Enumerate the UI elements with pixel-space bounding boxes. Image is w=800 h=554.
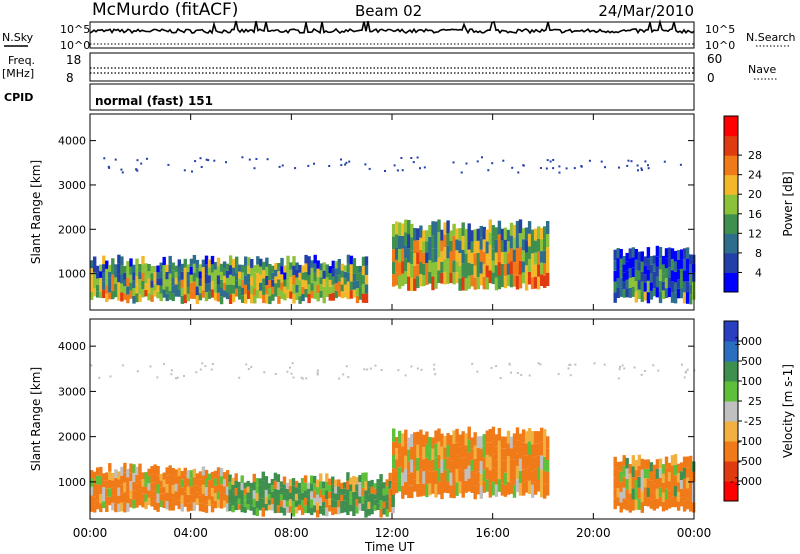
colorbar: -1000 -500 -100 -25 25 100 500 1000 Velocity [m … <box>723 320 795 502</box>
y-tick-label: 1000 <box>58 268 86 281</box>
x-tick-label: 16:00 <box>475 526 510 540</box>
data-bands <box>90 219 696 305</box>
colorbar-label: Power [dB] <box>781 171 795 236</box>
colorbar-segment <box>724 461 738 482</box>
x-tick-label: 08:00 <box>274 526 309 540</box>
y-tick-label: 3000 <box>58 385 86 398</box>
data-bands <box>90 426 696 518</box>
y-axis-label: Slant Range [km] <box>29 160 43 264</box>
x-tick-label: 04:00 <box>173 526 208 540</box>
y-tick-label: 3000 <box>58 179 86 192</box>
y-tick-label: 4000 <box>58 135 86 148</box>
velocity-panel: 1000 2000 3000 4000 Slant Range [km] 00:00 04:… <box>29 318 795 540</box>
colorbar-tick-label: 4 <box>755 266 762 279</box>
cpid-text: normal (fast) 151 <box>95 94 213 108</box>
colorbar-tick-label: 12 <box>748 227 762 240</box>
x-tick-label: 12:00 <box>375 526 410 540</box>
colorbar-segment <box>724 135 738 156</box>
colorbar-segment <box>724 401 738 422</box>
y-tick-label: 4000 <box>58 340 86 353</box>
data-band-1 <box>392 219 550 291</box>
y-tick-label: 2000 <box>58 223 86 236</box>
colorbar-tick-label: -1000 <box>730 475 762 488</box>
colorbar-segment <box>724 341 738 362</box>
nave-tick-bottom: 0 <box>707 71 715 85</box>
nsky-panel-frame <box>89 21 695 49</box>
y-tick-label: 1000 <box>58 476 86 489</box>
colorbar-segment <box>724 194 738 215</box>
freq-tick-top: 18 <box>66 53 81 67</box>
colorbar-segment <box>724 361 738 382</box>
data-band-2 <box>392 426 550 500</box>
data-band-0 <box>90 462 230 513</box>
nsky-line <box>89 19 695 35</box>
cpid-panel-frame <box>89 83 695 111</box>
scatter-echoes <box>90 362 696 380</box>
y-tick-label: 2000 <box>58 431 86 444</box>
colorbar-segment <box>724 213 738 234</box>
colorbar-tick-label: -100 <box>737 435 762 448</box>
colorbar-tick-label: 24 <box>748 169 762 182</box>
station-title: McMurdo (fitACF) <box>92 0 238 20</box>
colorbar-segment <box>724 421 738 442</box>
colorbar-tick-label: 25 <box>748 395 762 408</box>
colorbar-frame <box>723 115 739 293</box>
colorbar-frame <box>723 320 739 502</box>
nsearch-tick-top: 10^5 <box>705 23 735 36</box>
power-panel: 1000 2000 3000 4000 Slant Range [km] 4 8 12 16 20… <box>29 113 795 311</box>
x-tick-label: 00:00 <box>677 526 712 540</box>
colorbar-tick-label: 8 <box>755 247 762 260</box>
colorbar-segment <box>724 441 738 462</box>
cpid-label: CPID <box>4 91 33 104</box>
colorbar: 4 8 12 16 20 24 28 Power [dB] <box>723 115 795 293</box>
colorbar-label: Velocity [m s-1] <box>781 364 795 458</box>
nsky-tick-top: 10^5 <box>60 23 90 36</box>
data-band-0 <box>90 254 369 305</box>
nave-tick-top: 60 <box>707 52 722 66</box>
colorbar-segment <box>724 233 738 254</box>
colorbar-segment <box>724 321 738 342</box>
freq-tick-bottom: 8 <box>66 71 74 85</box>
beam-title: Beam 02 <box>355 2 422 20</box>
colorbar-segment <box>724 116 738 137</box>
colorbar-tick-label: 100 <box>741 375 762 388</box>
y-axis-label: Slant Range [km] <box>29 367 43 471</box>
freq-label-line2: [MHz] <box>2 67 34 80</box>
colorbar-segment <box>724 174 738 195</box>
colorbar-segment <box>724 155 738 176</box>
colorbar-tick-label: 20 <box>748 188 762 201</box>
nsky-tick-bottom: 10^0 <box>60 39 90 52</box>
colorbar-segment <box>724 381 738 402</box>
colorbar-tick-label: 28 <box>748 149 762 162</box>
colorbar-tick-label: 500 <box>741 355 762 368</box>
scatter-echoes <box>103 156 682 174</box>
data-band-2 <box>613 245 696 305</box>
nsky-label: N.Sky <box>2 31 34 44</box>
colorbar-tick-label: 16 <box>748 208 762 221</box>
nave-label: Nave <box>748 63 776 76</box>
colorbar-segment <box>724 481 738 502</box>
nsky-trace <box>89 19 695 45</box>
x-tick-label: 20:00 <box>576 526 611 540</box>
date-title: 24/Mar/2010 <box>598 2 694 20</box>
colorbar-tick-label: -25 <box>744 415 762 428</box>
x-axis-label: Time UT <box>364 540 415 554</box>
colorbar-segment <box>724 252 738 273</box>
data-band-1 <box>228 471 395 518</box>
freq-label-line1: Freq. <box>8 54 35 67</box>
colorbar-tick-label: -500 <box>737 455 762 468</box>
nsearch-label: N.Search <box>746 31 796 44</box>
freq-panel-frame <box>89 52 695 82</box>
x-tick-label: 00:00 <box>73 526 108 540</box>
nsearch-tick-bottom: 10^0 <box>705 39 735 52</box>
colorbar-tick-label: 1000 <box>734 335 762 348</box>
colorbar-segment <box>724 272 738 293</box>
data-band-3 <box>613 454 696 513</box>
